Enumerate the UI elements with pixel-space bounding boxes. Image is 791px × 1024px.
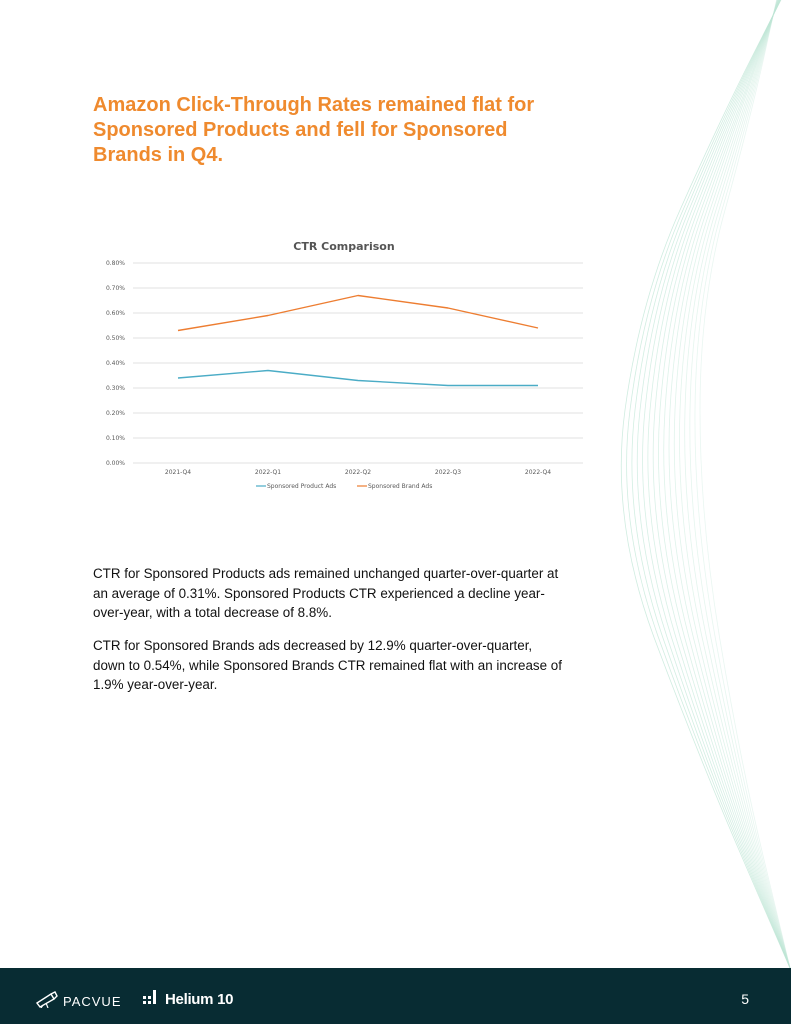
wave-line [658,0,791,968]
x-tick-label: 2022-Q4 [525,469,551,476]
y-tick-label: 0.40% [106,360,125,367]
chart-canvas: CTR Comparison 0.00% 0.10% 0.20% 0.30% 0.40%… [106,240,583,490]
y-tick-label: 0.70% [106,285,125,292]
wave-line [684,0,791,968]
wave-line [694,0,791,968]
wave-line [663,0,791,968]
telescope-icon [35,990,59,1013]
helium10-logo: Helium 10 [143,990,233,1009]
wave-line [689,0,791,968]
chart-title: CTR Comparison [293,240,394,253]
paragraph-sponsored-products: CTR for Sponsored Products ads remained … [93,566,559,620]
wave-line [679,0,791,968]
chart-series [177,294,539,387]
paragraph-sponsored-brands: CTR for Sponsored Brands ads decreased b… [93,638,562,692]
bars-grid-icon [143,990,159,1009]
y-tick-label: 0.80% [106,260,125,267]
page-footer: PACVUE Helium 10 5 [0,968,791,1024]
wave-line [673,0,791,968]
x-axis-ticks: 2021-Q4 2022-Q1 2022-Q2 2022-Q3 2022-Q4 [165,469,551,476]
wave-line [647,0,791,968]
legend-entry: Sponsored Brand Ads [368,483,432,490]
pacvue-wordmark: PACVUE [63,994,122,1009]
y-axis-ticks: 0.00% 0.10% 0.20% 0.30% 0.40% 0.50% 0.60% 0.70%… [106,260,125,467]
pacvue-logo: PACVUE [35,990,122,1013]
wave-line [626,0,791,968]
helium10-wordmark: Helium 10 [165,991,234,1008]
wave-line [642,0,791,968]
legend-entry: Sponsored Product Ads [267,483,336,490]
series-line-sponsored-product-ads [177,369,538,387]
x-tick-label: 2022-Q1 [255,469,281,476]
y-tick-label: 0.00% [106,460,125,467]
x-tick-label: 2021-Q4 [165,469,191,476]
ctr-comparison-chart: CTR Comparison 0.00% 0.10% 0.20% 0.30% 0.40%… [88,228,600,510]
y-tick-label: 0.60% [106,310,125,317]
wave-line [699,0,791,968]
y-tick-label: 0.30% [106,385,125,392]
x-tick-label: 2022-Q3 [435,469,461,476]
wave-line [620,0,791,968]
x-tick-label: 2022-Q2 [345,469,371,476]
wave-line [631,0,791,968]
y-tick-label: 0.50% [106,335,125,342]
chart-legend: Sponsored Product Ads Sponsored Brand Ads [256,483,432,490]
y-tick-label: 0.10% [106,435,125,442]
chart-gridlines [133,262,583,464]
wave-line [636,0,791,968]
wave-line [652,0,791,968]
y-tick-label: 0.20% [106,410,125,417]
wave-line [668,0,791,968]
page-headline: Amazon Click-Through Rates remained flat… [93,94,535,166]
page-number: 5 [741,991,749,1007]
